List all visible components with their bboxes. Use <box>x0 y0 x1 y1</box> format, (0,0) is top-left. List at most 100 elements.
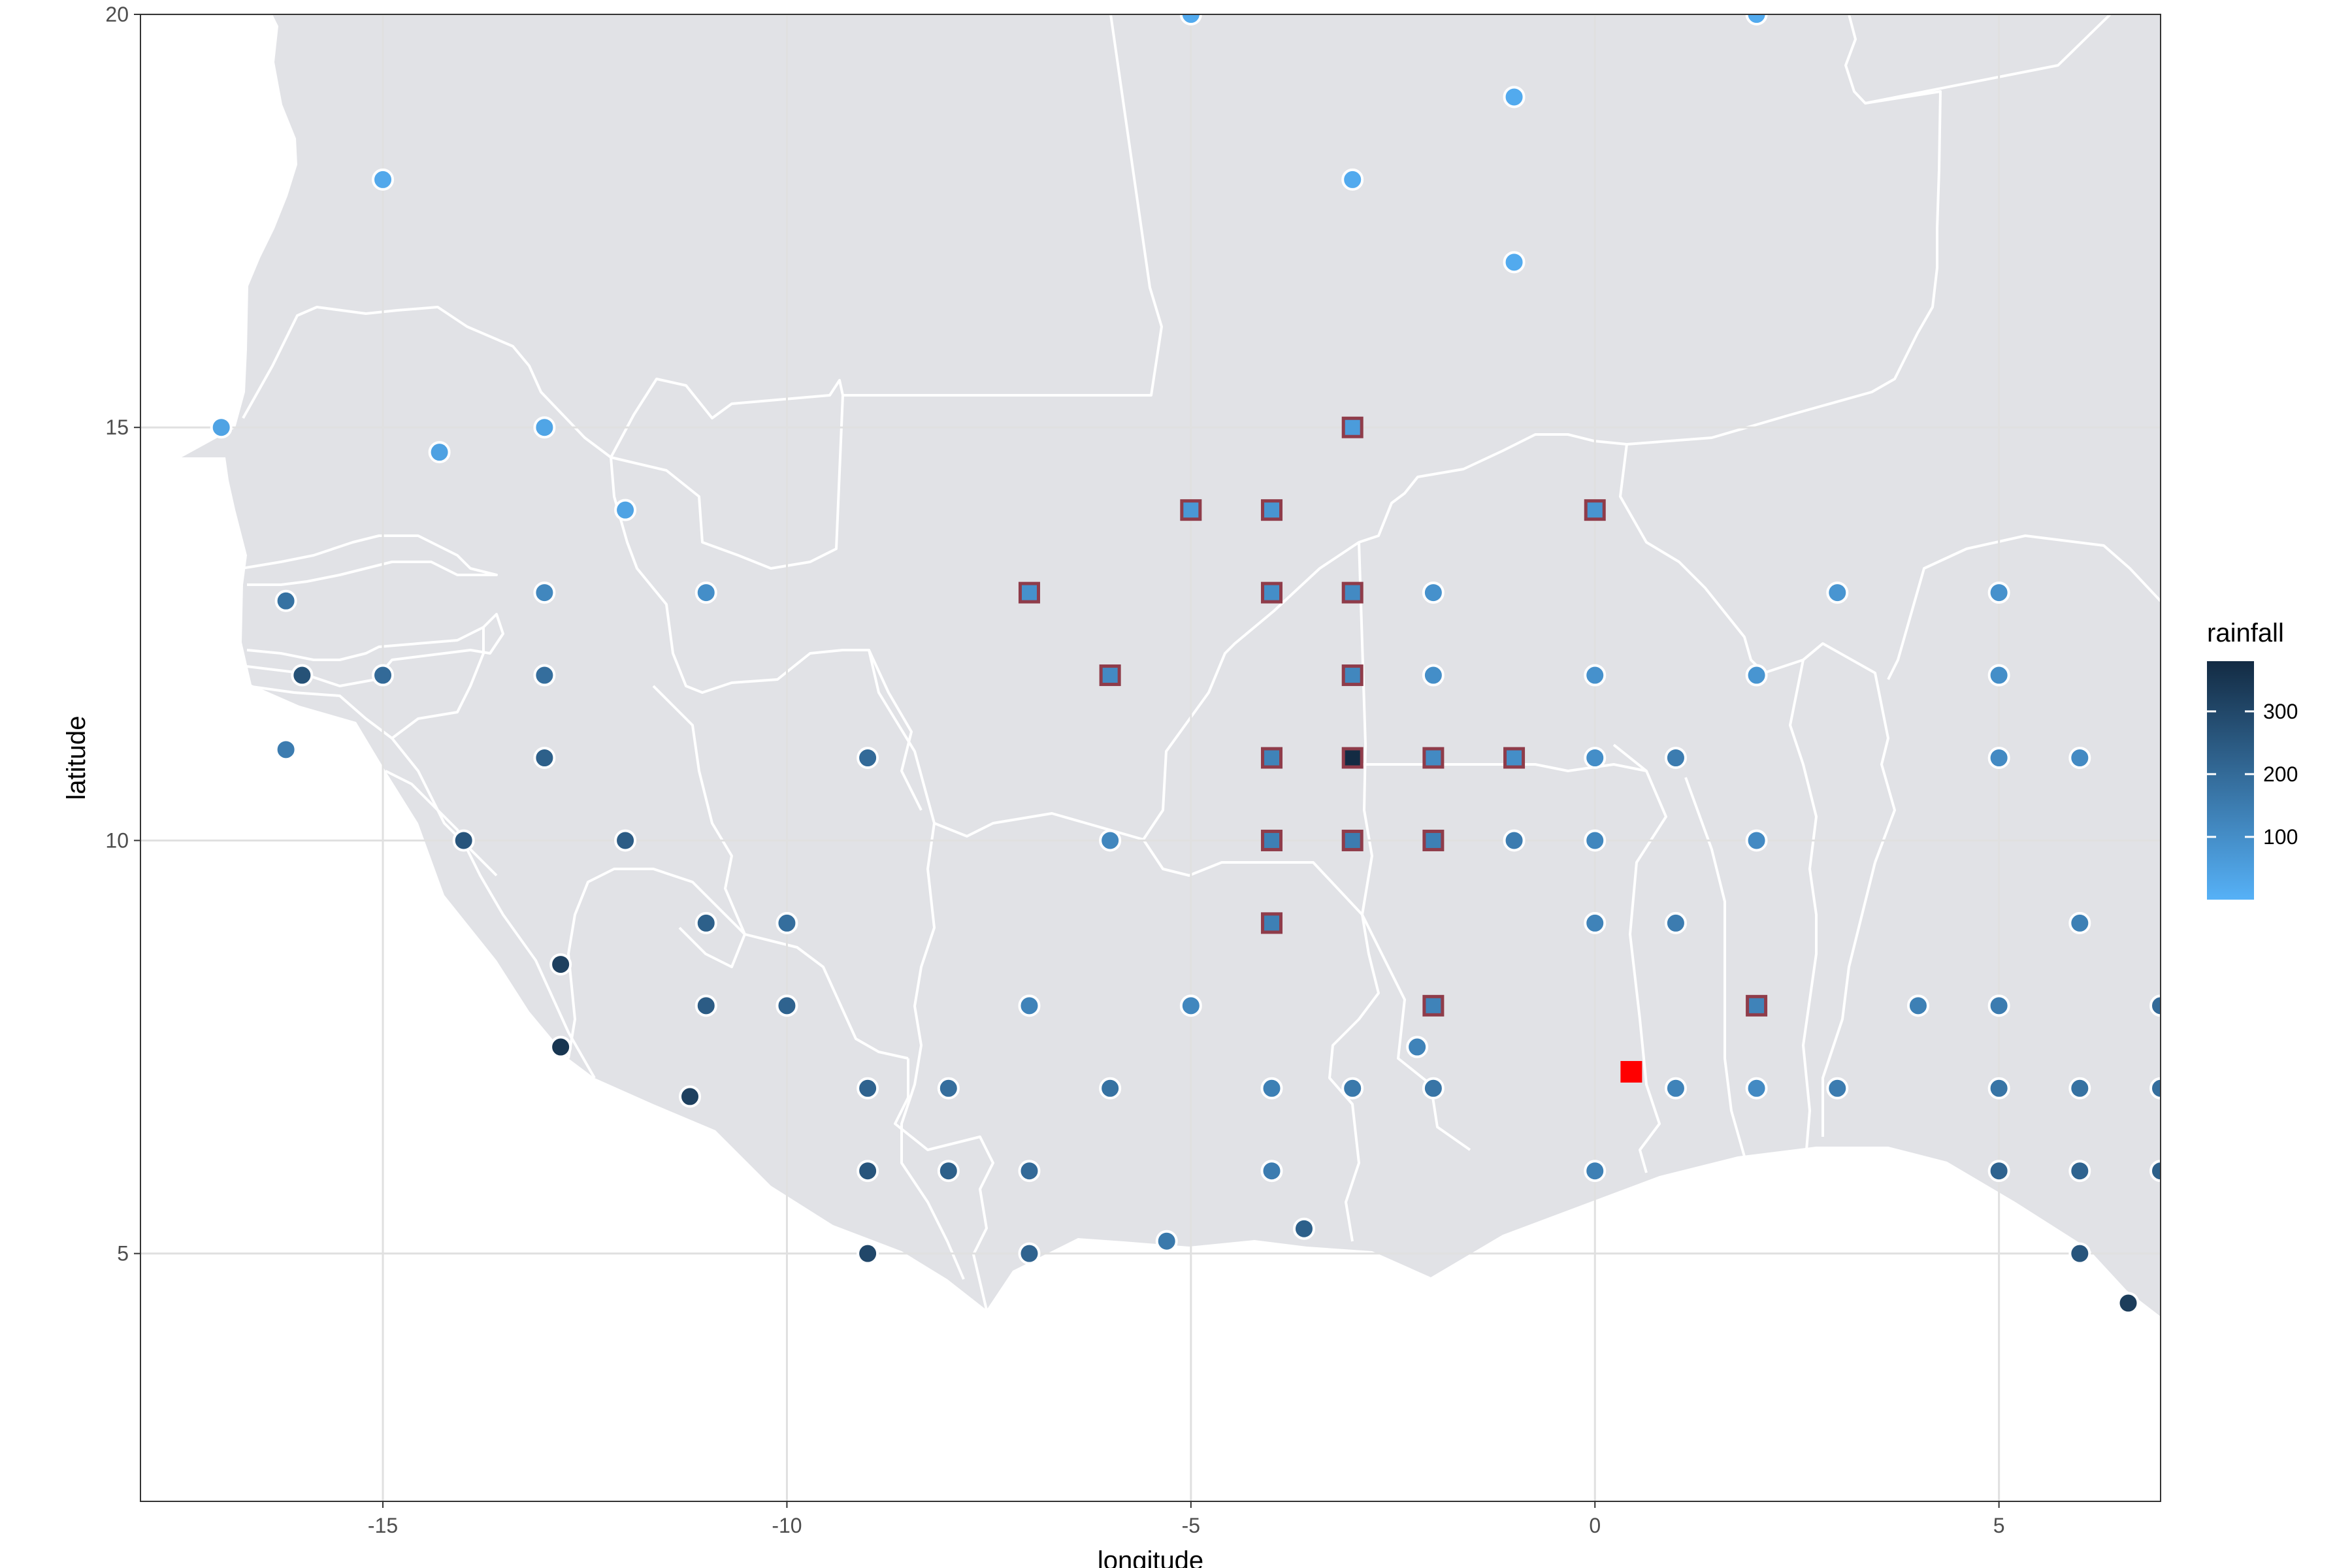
border-line <box>900 823 965 1280</box>
rainfall-point <box>1987 1160 2010 1183</box>
rainfall-point <box>1664 747 1687 769</box>
rainfall-square-point <box>1180 499 1202 521</box>
rainfall-square-point <box>1584 499 1606 521</box>
rainfall-point <box>1987 994 2010 1017</box>
rainfall-point <box>1826 1077 1849 1100</box>
rainfall-point <box>210 416 233 439</box>
country-borders <box>241 14 2161 1311</box>
rainfall-point <box>549 953 572 976</box>
rainfall-point <box>776 911 798 934</box>
rainfall-point <box>274 738 297 761</box>
border-line <box>246 613 504 687</box>
rainfall-point <box>614 498 637 521</box>
rainfall-square-point <box>1018 581 1040 604</box>
rainfall-square-point <box>1261 747 1283 769</box>
rainfall-point <box>776 994 798 1017</box>
rainfall-point <box>2117 1292 2140 1315</box>
rainfall-point <box>1664 911 1687 934</box>
land-shape <box>182 14 2161 1316</box>
rainfall-point <box>1018 1242 1041 1265</box>
border-line <box>610 433 1627 841</box>
legend-ticks: 100 200 300 <box>2207 700 2298 849</box>
rainfall-point <box>549 1036 572 1058</box>
rainfall-point <box>694 994 717 1017</box>
rainfall-point <box>533 747 556 769</box>
rainfall-point <box>1826 581 1849 604</box>
rainfall-point <box>694 581 717 604</box>
y-tick-label: 10 <box>105 828 129 852</box>
rainfall-point <box>1341 168 1364 191</box>
rainfall-square-point <box>1503 747 1526 769</box>
rainfall-point <box>452 829 475 852</box>
rainfall-point <box>1745 664 1768 687</box>
rainfall-point <box>1584 664 1607 687</box>
rainfall-point <box>1341 1077 1364 1100</box>
border-line <box>610 395 844 570</box>
rainfall-point <box>2149 1077 2161 1100</box>
x-tick-label: -15 <box>368 1514 398 1537</box>
rainfall-point <box>291 664 314 687</box>
highlight-point <box>1620 1060 1642 1083</box>
border-line <box>1142 838 1364 916</box>
rainfall-point <box>1260 1160 1283 1183</box>
x-axis-title: longitude <box>1098 1546 1203 1568</box>
rainfall-point <box>1099 829 1122 852</box>
rainfall-point <box>1503 829 1526 852</box>
border-line <box>1789 642 1824 1151</box>
border-line <box>894 1058 994 1311</box>
panel-border <box>140 14 2161 1502</box>
border-line <box>1821 862 1876 1137</box>
border-line <box>1865 14 2112 105</box>
rainfall-point <box>372 664 395 687</box>
data-points <box>210 14 2161 1315</box>
border-line <box>391 737 498 877</box>
rainfall-point <box>1292 1217 1315 1240</box>
x-tick-label: 0 <box>1589 1514 1601 1537</box>
rainfall-point <box>857 747 879 769</box>
x-tick-label: 5 <box>1993 1514 2005 1537</box>
legend: rainfall 100 200 300 <box>2207 619 2298 900</box>
rainfall-point <box>857 1077 879 1100</box>
border-line <box>1612 743 1667 1173</box>
border-line <box>1684 777 1746 1157</box>
rainfall-point <box>372 168 395 191</box>
rainfall-point <box>1987 1077 2010 1100</box>
rainfall-point <box>1018 1160 1041 1183</box>
rainfall-point <box>1179 14 1202 25</box>
rainfall-square-point <box>1422 829 1445 851</box>
border-line <box>567 868 746 1059</box>
rainfall-point <box>2068 1160 2091 1183</box>
rainfall-point <box>1584 1160 1607 1183</box>
rainfall-square-point <box>1341 829 1364 851</box>
rainfall-point <box>1584 829 1607 852</box>
rainfall-point <box>533 664 556 687</box>
rainfall-point <box>274 589 297 612</box>
rainfall-point <box>1099 1077 1122 1100</box>
rainfall-point <box>1745 1077 1768 1100</box>
rainfall-point <box>1745 829 1768 852</box>
rainfall-point <box>2068 911 2091 934</box>
y-axis: 5 10 15 20 <box>105 3 140 1266</box>
rainfall-point <box>1422 1077 1445 1100</box>
legend-colorbar <box>2207 661 2254 900</box>
rainfall-point <box>1987 747 2010 769</box>
rainfall-square-point <box>1746 994 1768 1017</box>
rainfall-square-point <box>1261 581 1283 604</box>
border-line <box>385 770 596 1079</box>
rainfall-point <box>533 581 556 604</box>
rainfall-point <box>533 416 556 439</box>
rainfall-point <box>1664 1077 1687 1100</box>
x-tick-label: -5 <box>1182 1514 1200 1537</box>
rainfall-point <box>2068 1077 2091 1100</box>
rainfall-square-point <box>1422 747 1445 769</box>
y-tick-label: 15 <box>105 416 129 439</box>
rainfall-square-point <box>1341 416 1364 438</box>
land-map <box>182 14 2161 1316</box>
border-line <box>868 649 923 811</box>
rainfall-square-point <box>1261 499 1283 521</box>
rainfall-point <box>2149 994 2161 1017</box>
rainfall-point <box>1584 911 1607 934</box>
rainfall-point <box>857 1160 879 1183</box>
